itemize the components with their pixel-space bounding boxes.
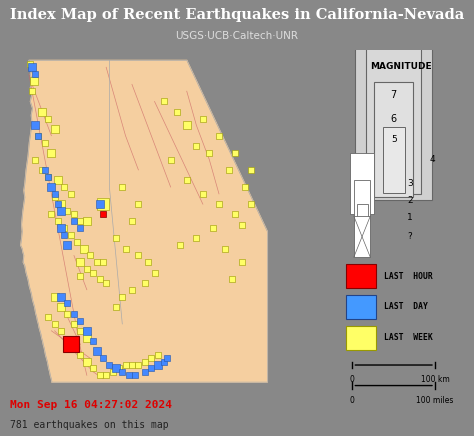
Polygon shape (21, 61, 267, 382)
Text: Mon Sep 16 04:27:02 2024: Mon Sep 16 04:27:02 2024 (10, 401, 172, 410)
Text: 2: 2 (407, 196, 413, 205)
Bar (346, 295, 376, 319)
Text: 0: 0 (350, 396, 355, 405)
Text: 781 earthquakes on this map: 781 earthquakes on this map (10, 420, 169, 430)
Bar (366, 43, 421, 194)
Text: Index Map of Recent Earthquakes in California-Nevada: Index Map of Recent Earthquakes in Calif… (10, 8, 464, 22)
Text: LAST  HOUR: LAST HOUR (384, 272, 433, 280)
Text: 5: 5 (391, 135, 397, 143)
Text: 100 km: 100 km (420, 375, 449, 384)
Bar (374, 82, 413, 197)
Bar (356, 204, 367, 232)
Bar (346, 326, 376, 350)
Bar (350, 153, 374, 215)
Bar (355, 0, 432, 200)
Bar (346, 264, 376, 288)
Text: 1: 1 (407, 213, 413, 222)
Text: 7: 7 (391, 90, 397, 100)
Text: USGS·UCB·Caltech·UNR: USGS·UCB·Caltech·UNR (175, 31, 299, 41)
Bar (354, 216, 370, 257)
Bar (383, 127, 405, 193)
Bar (354, 180, 370, 221)
Text: LAST  WEEK: LAST WEEK (384, 333, 433, 342)
Text: 4: 4 (429, 155, 435, 164)
Text: ?: ? (407, 232, 412, 241)
Text: 6: 6 (391, 114, 397, 123)
Text: LAST  DAY: LAST DAY (384, 302, 428, 311)
Text: 100 miles: 100 miles (416, 396, 454, 405)
Text: 3: 3 (407, 179, 413, 188)
Text: MAGNITUDE: MAGNITUDE (370, 62, 431, 71)
Text: 0: 0 (350, 375, 355, 384)
